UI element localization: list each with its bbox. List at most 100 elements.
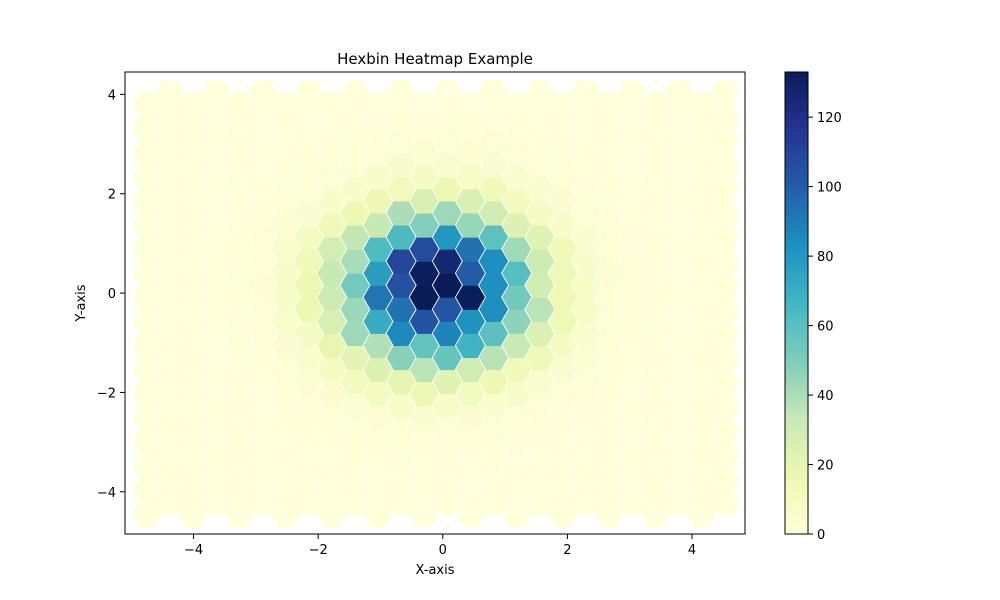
hexbin-cell	[224, 453, 254, 479]
hexbin-cell	[386, 79, 416, 106]
hexbin-cell	[201, 417, 231, 443]
hexbin-cells	[132, 79, 740, 527]
hexbin-cell	[201, 79, 231, 106]
colorbar-tick-label: 80	[817, 250, 834, 265]
hexbin-cell	[363, 236, 393, 262]
hexbin-cell	[294, 441, 324, 467]
hexbin-cell	[224, 477, 254, 503]
hexbin-cell	[409, 429, 439, 455]
hexbin-cell	[132, 308, 162, 334]
hexbin-cell	[687, 92, 717, 118]
hexbin-cell	[409, 477, 439, 503]
hexbin-cell	[224, 164, 254, 190]
hexbin-cell	[178, 212, 208, 238]
hexbin-cell	[571, 393, 601, 419]
hexbin-cell	[294, 248, 324, 274]
hexbin-cell	[224, 429, 254, 455]
hexbin-cell	[340, 224, 370, 250]
x-axis-label: X-axis	[416, 563, 455, 578]
hexbin-cell	[409, 164, 439, 190]
hexbin-cell	[479, 272, 509, 298]
hexbin-cell	[247, 465, 277, 491]
hexbin-cell	[571, 296, 601, 322]
hexbin-cell	[317, 381, 347, 407]
x-tick-label: 4	[688, 543, 696, 558]
hexbin-cell	[409, 381, 439, 407]
hexbin-cell	[386, 200, 416, 226]
hexbin-cell	[594, 212, 624, 238]
hexbin-cell	[201, 441, 231, 467]
hexbin-cell	[432, 296, 462, 322]
hexbin-cell	[363, 357, 393, 383]
hexbin-cell	[363, 405, 393, 431]
hexbin-cell	[201, 369, 231, 395]
x-tick-label: 2	[563, 543, 571, 558]
hexbin-cell	[710, 79, 740, 106]
hexbin-cell	[640, 92, 670, 118]
hexbin-cell	[548, 332, 578, 358]
hexbin-cell	[594, 116, 624, 142]
hexbin-cell	[525, 272, 555, 298]
hexbin-cell	[247, 345, 277, 371]
hexbin-cell	[178, 332, 208, 358]
hexbin-cell	[525, 79, 555, 106]
hexbin-cell	[271, 308, 300, 334]
hexbin-cell	[455, 212, 485, 238]
hexbin-cell	[271, 501, 300, 527]
hexbin-cell	[409, 140, 439, 166]
colorbar-tick-label: 120	[817, 111, 842, 126]
hexbin-cell	[132, 429, 162, 455]
hexbin-cell	[178, 477, 208, 503]
hexbin-cell	[409, 405, 439, 431]
hexbin-cell	[247, 104, 277, 130]
hexbin-cell	[687, 357, 717, 383]
hexbin-cell	[571, 128, 601, 154]
hexbin-cell	[432, 272, 462, 298]
hexbin-cell	[271, 405, 300, 431]
hexbin-cell	[132, 92, 162, 118]
hexbin-cell	[247, 248, 277, 274]
hexbin-cell	[155, 152, 185, 178]
hexbin-cell	[571, 224, 601, 250]
hexbin-cell	[317, 236, 347, 262]
hexbin-cell	[525, 200, 555, 226]
hexbin-cell	[155, 176, 185, 202]
hexbin-cell	[594, 405, 624, 431]
hexbin-cell	[594, 477, 624, 503]
hexbin-cell	[132, 284, 162, 310]
hexbin-cell	[432, 128, 462, 154]
hexbin-cell	[271, 260, 300, 286]
hexbin-cell	[502, 212, 532, 238]
hexbin-cell	[640, 308, 670, 334]
hexbin-cell	[294, 200, 324, 226]
hexbin-cell	[155, 128, 185, 154]
hexbin-cell	[479, 224, 509, 250]
hexbin-cell	[710, 200, 740, 226]
hexbin-cell	[455, 381, 485, 407]
hexbin-cell	[455, 477, 485, 503]
hexbin-cell	[710, 345, 740, 371]
hexbin-cell	[363, 477, 393, 503]
hexbin-cell	[340, 345, 370, 371]
hexbin-cell	[594, 284, 624, 310]
hexbin-cell	[247, 369, 277, 395]
y-tick-label: −2	[97, 386, 116, 401]
hexbin-cell	[455, 188, 485, 214]
hexbin-cell	[386, 104, 416, 130]
hexbin-cell	[155, 224, 185, 250]
y-axis-label: Y-axis	[74, 284, 89, 322]
hexbin-cell	[155, 272, 185, 298]
hexbin-cell	[571, 441, 601, 467]
hexbin-cell	[479, 417, 509, 443]
hexbin-cell	[386, 176, 416, 202]
x-axis-ticks: −4 −2 0 2 4	[184, 534, 696, 558]
hexbin-cell	[640, 453, 670, 479]
hexbin-cell	[317, 188, 347, 214]
hexbin-cell	[363, 429, 393, 455]
hexbin-cell	[710, 489, 740, 515]
hexbin-cell	[687, 260, 717, 286]
hexbin-cell	[271, 381, 300, 407]
hexbin-cell	[294, 152, 324, 178]
hexbin-cell	[432, 369, 462, 395]
hexbin-cell	[178, 164, 208, 190]
